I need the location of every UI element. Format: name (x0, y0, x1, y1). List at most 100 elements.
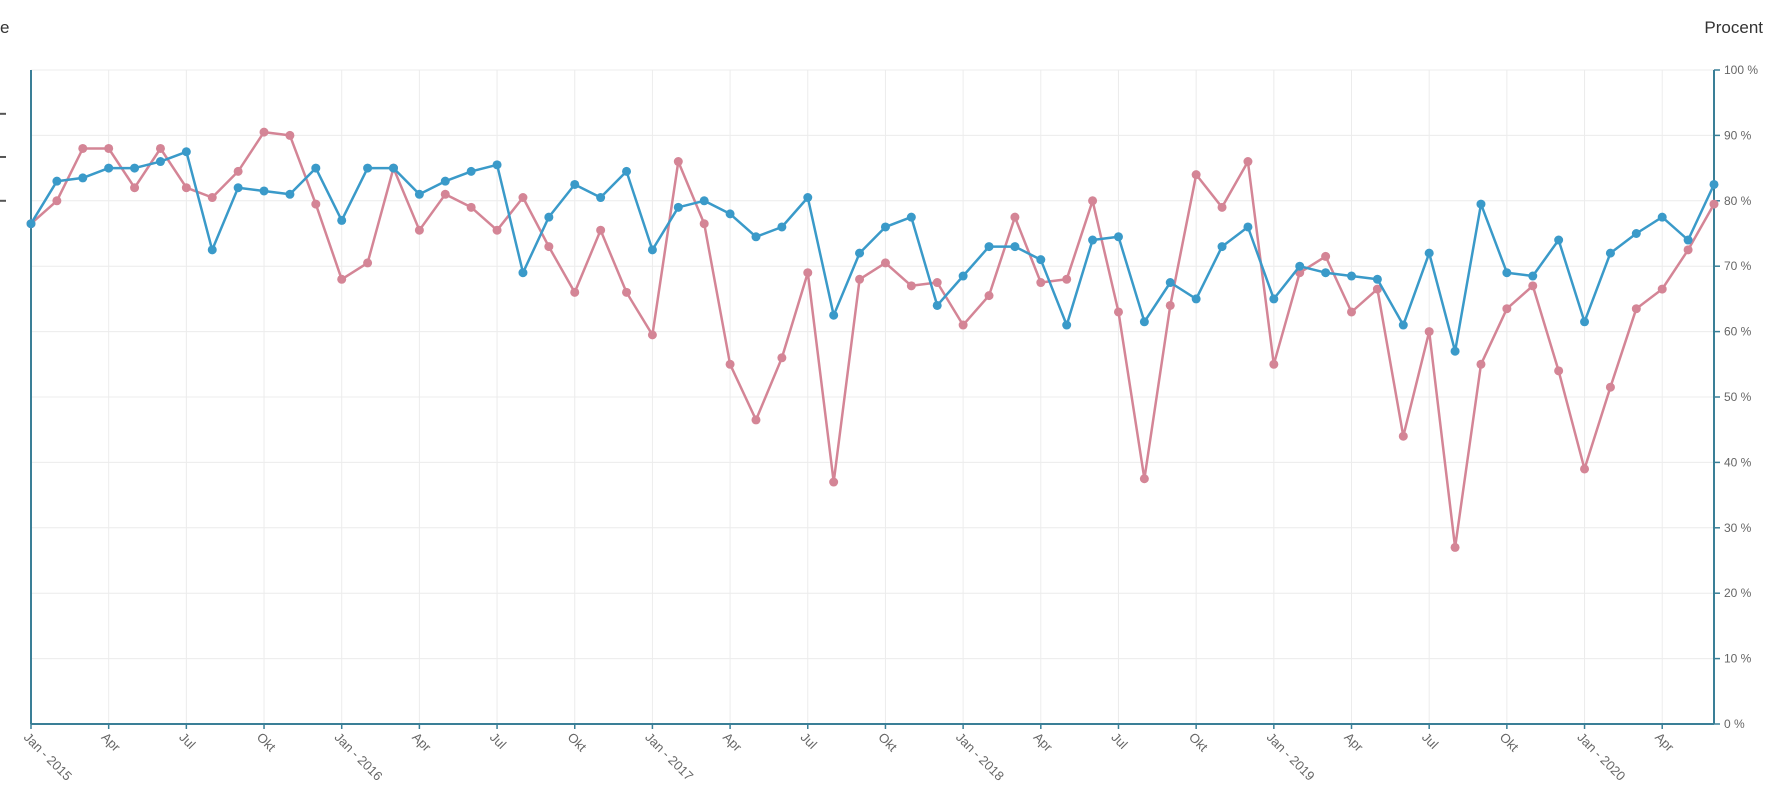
series-point-1 (725, 359, 735, 369)
series-point-0 (1683, 235, 1693, 245)
x-tick-label: Jan - 2017 (642, 730, 696, 784)
series-point-1 (1424, 327, 1434, 337)
right-axis-title: Procent (1704, 18, 1763, 37)
series-point-1 (1398, 431, 1408, 441)
series-point-1 (440, 189, 450, 199)
series-point-0 (1269, 294, 1279, 304)
series-point-1 (363, 258, 373, 268)
series-point-1 (1450, 542, 1460, 552)
series-point-1 (1554, 366, 1564, 376)
series-point-0 (1605, 248, 1615, 258)
series-point-0 (544, 212, 554, 222)
series-point-1 (958, 320, 968, 330)
series-point-1 (1191, 170, 1201, 180)
y-tick-label: 60 % (1724, 325, 1752, 339)
series-point-0 (1502, 268, 1512, 278)
x-tick-label: Apr (720, 730, 745, 755)
series-point-0 (259, 186, 269, 196)
series-point-0 (1062, 320, 1072, 330)
series-point-1 (207, 193, 217, 203)
series-point-0 (803, 193, 813, 203)
series-point-0 (492, 160, 502, 170)
x-tick-label: Jan - 2015 (21, 730, 75, 784)
series-point-1 (647, 330, 657, 340)
x-tick-label: Okt (1497, 730, 1522, 755)
series-point-1 (78, 143, 88, 153)
series-point-1 (104, 143, 114, 153)
series-point-1 (622, 287, 632, 297)
series-point-0 (1347, 271, 1357, 281)
series-point-1 (1243, 157, 1253, 167)
x-tick-label: Okt (875, 730, 900, 755)
series-point-0 (855, 248, 865, 258)
series-point-0 (906, 212, 916, 222)
series-point-0 (104, 163, 114, 173)
series-point-0 (311, 163, 321, 173)
x-tick-label: Okt (565, 730, 590, 755)
series-point-1 (1165, 300, 1175, 310)
series-point-0 (207, 245, 217, 255)
series-point-1 (518, 193, 528, 203)
x-tick-label: Apr (1652, 730, 1677, 755)
y-tick-label: 30 % (1724, 521, 1752, 535)
series-line-1 (30, 130, 1716, 549)
series-point-0 (466, 166, 476, 176)
x-tick-label: Jul (176, 730, 198, 752)
series-point-0 (622, 166, 632, 176)
x-tick-label: Apr (409, 730, 434, 755)
series-point-0 (26, 219, 36, 229)
series-point-1 (52, 196, 62, 206)
series-point-0 (725, 209, 735, 219)
series-point-1 (1657, 284, 1667, 294)
series-point-1 (155, 143, 165, 153)
series-point-0 (1631, 229, 1641, 238)
series-point-0 (1424, 248, 1434, 258)
x-tick-label: Jan - 2016 (332, 730, 386, 784)
series-point-1 (337, 274, 347, 284)
series-point-1 (1709, 199, 1719, 209)
series-point-0 (1450, 346, 1460, 356)
series-point-0 (518, 268, 528, 278)
series-point-1 (285, 130, 295, 140)
series-point-0 (1088, 235, 1098, 245)
series-point-0 (984, 242, 994, 252)
series-point-0 (647, 245, 657, 255)
series-point-1 (984, 291, 994, 301)
series-point-1 (803, 268, 813, 278)
series-point-0 (130, 163, 140, 173)
series-point-1 (1476, 359, 1486, 369)
series-point-1 (673, 157, 683, 167)
series-point-1 (570, 287, 580, 297)
series-point-1 (544, 242, 554, 252)
series-point-1 (1062, 274, 1072, 284)
x-tick-label: Apr (99, 730, 124, 755)
series-point-1 (1113, 307, 1123, 317)
series-point-1 (1372, 284, 1382, 294)
series-point-0 (1372, 274, 1382, 284)
series-point-1 (1502, 304, 1512, 314)
series-point-0 (1217, 242, 1227, 252)
series-point-0 (414, 189, 424, 199)
x-tick-label: Okt (254, 730, 279, 755)
x-tick-label: Jul (798, 730, 820, 752)
series-point-0 (673, 202, 683, 212)
series-point-0 (1476, 199, 1486, 209)
x-tick-label: Jan - 2018 (953, 730, 1007, 784)
series-point-0 (1191, 294, 1201, 304)
series-point-1 (932, 278, 942, 288)
series-point-1 (259, 127, 269, 137)
series-point-1 (466, 202, 476, 212)
series-point-1 (1139, 474, 1149, 484)
series-point-0 (1165, 278, 1175, 288)
series-point-0 (1321, 268, 1331, 278)
series-point-1 (1580, 464, 1590, 474)
y-tick-label: 20 % (1724, 586, 1752, 600)
series-point-0 (363, 163, 373, 173)
y-tick-label: 40 % (1724, 455, 1752, 469)
series-point-0 (285, 189, 295, 199)
series-point-1 (311, 199, 321, 209)
series-point-0 (1657, 212, 1667, 222)
left-axis-title: e (0, 18, 10, 37)
series-point-1 (1605, 382, 1615, 392)
series-point-1 (130, 183, 140, 193)
